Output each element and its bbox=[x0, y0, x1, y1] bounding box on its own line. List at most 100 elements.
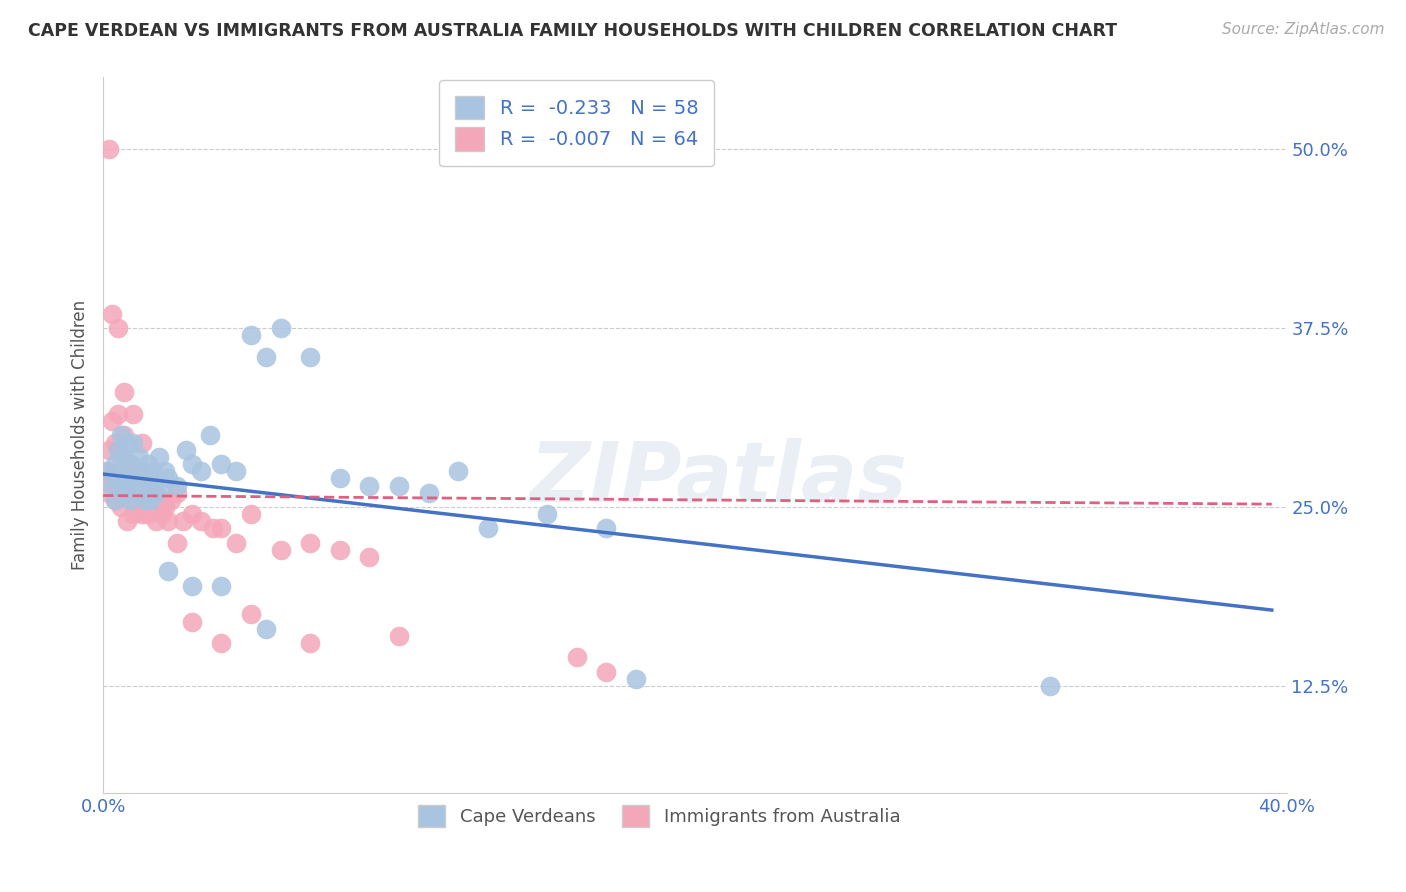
Point bbox=[211, 579, 233, 593]
Point bbox=[115, 514, 138, 528]
Point bbox=[211, 457, 233, 471]
Point bbox=[107, 442, 129, 457]
Point bbox=[299, 636, 322, 650]
Point bbox=[166, 535, 188, 549]
Point bbox=[139, 492, 162, 507]
Point bbox=[118, 478, 141, 492]
Point bbox=[118, 457, 141, 471]
Point bbox=[166, 478, 188, 492]
Point bbox=[190, 464, 212, 478]
Point bbox=[107, 407, 129, 421]
Point bbox=[110, 428, 132, 442]
Point bbox=[112, 385, 135, 400]
Point bbox=[329, 471, 352, 485]
Text: Source: ZipAtlas.com: Source: ZipAtlas.com bbox=[1222, 22, 1385, 37]
Point bbox=[211, 636, 233, 650]
Point bbox=[157, 514, 180, 528]
Point bbox=[148, 450, 170, 464]
Point bbox=[112, 485, 135, 500]
Point bbox=[180, 615, 202, 629]
Point bbox=[190, 514, 212, 528]
Point bbox=[115, 464, 138, 478]
Point bbox=[128, 450, 150, 464]
Point bbox=[150, 507, 173, 521]
Point bbox=[115, 435, 138, 450]
Point bbox=[240, 607, 263, 622]
Point bbox=[98, 142, 121, 156]
Point bbox=[299, 535, 322, 549]
Point bbox=[254, 350, 277, 364]
Point bbox=[101, 414, 124, 428]
Point bbox=[118, 492, 141, 507]
Point bbox=[121, 407, 143, 421]
Point bbox=[166, 485, 188, 500]
Point bbox=[1039, 679, 1062, 693]
Point bbox=[124, 500, 146, 514]
Point bbox=[174, 442, 197, 457]
Point bbox=[124, 485, 146, 500]
Point bbox=[136, 478, 159, 492]
Point bbox=[121, 435, 143, 450]
Point bbox=[359, 478, 381, 492]
Point bbox=[225, 464, 247, 478]
Point bbox=[94, 464, 117, 478]
Point bbox=[104, 492, 127, 507]
Point bbox=[104, 492, 127, 507]
Legend: Cape Verdeans, Immigrants from Australia: Cape Verdeans, Immigrants from Australia bbox=[411, 798, 908, 834]
Point bbox=[150, 500, 173, 514]
Point bbox=[299, 350, 322, 364]
Point bbox=[155, 464, 177, 478]
Point bbox=[121, 478, 143, 492]
Point bbox=[124, 471, 146, 485]
Point bbox=[104, 435, 127, 450]
Text: CAPE VERDEAN VS IMMIGRANTS FROM AUSTRALIA FAMILY HOUSEHOLDS WITH CHILDREN CORREL: CAPE VERDEAN VS IMMIGRANTS FROM AUSTRALI… bbox=[28, 22, 1118, 40]
Point bbox=[201, 521, 224, 535]
Point bbox=[128, 464, 150, 478]
Point bbox=[180, 507, 202, 521]
Point bbox=[139, 471, 162, 485]
Point bbox=[145, 514, 167, 528]
Point bbox=[211, 521, 233, 535]
Point bbox=[134, 492, 156, 507]
Point bbox=[110, 450, 132, 464]
Point bbox=[157, 471, 180, 485]
Point bbox=[136, 478, 159, 492]
Point bbox=[150, 478, 173, 492]
Point bbox=[107, 321, 129, 335]
Point bbox=[104, 457, 127, 471]
Point bbox=[447, 464, 470, 478]
Point bbox=[136, 457, 159, 471]
Text: ZIPatlas: ZIPatlas bbox=[530, 438, 907, 519]
Point bbox=[148, 492, 170, 507]
Point bbox=[225, 535, 247, 549]
Point bbox=[418, 485, 440, 500]
Point bbox=[134, 492, 156, 507]
Point bbox=[107, 471, 129, 485]
Point bbox=[595, 665, 617, 679]
Point bbox=[98, 442, 121, 457]
Point bbox=[131, 507, 153, 521]
Point bbox=[155, 500, 177, 514]
Point bbox=[131, 478, 153, 492]
Point bbox=[477, 521, 499, 535]
Point bbox=[112, 485, 135, 500]
Point bbox=[121, 507, 143, 521]
Point bbox=[198, 428, 221, 442]
Point bbox=[98, 485, 121, 500]
Point bbox=[536, 507, 558, 521]
Point bbox=[139, 492, 162, 507]
Point bbox=[172, 514, 194, 528]
Point bbox=[136, 507, 159, 521]
Point bbox=[128, 485, 150, 500]
Point bbox=[254, 622, 277, 636]
Point bbox=[240, 328, 263, 343]
Point bbox=[101, 307, 124, 321]
Point bbox=[121, 471, 143, 485]
Point bbox=[157, 565, 180, 579]
Point bbox=[142, 464, 165, 478]
Point bbox=[240, 507, 263, 521]
Point bbox=[101, 471, 124, 485]
Point bbox=[115, 471, 138, 485]
Point bbox=[329, 543, 352, 558]
Point bbox=[388, 478, 411, 492]
